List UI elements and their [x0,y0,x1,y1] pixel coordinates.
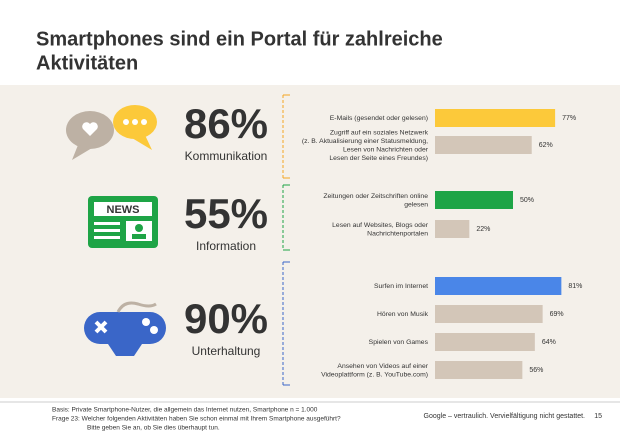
category-label: Ansehen von Videos auf einer Videoplattfo… [321,363,429,379]
big-number: 55% [184,190,268,237]
value-label: 62% [539,142,553,149]
category-label: Lesen auf Websites, Blogs oder Nachrichte… [332,222,429,238]
footnote: Bitte geben Sie an, ob Sie dies überhaup… [87,425,220,432]
footnote: Frage 23: Welcher folgenden Aktivitäten … [52,416,341,423]
group-label: Kommunikation [185,149,268,163]
bar [435,220,470,238]
value-label: 50% [520,197,534,204]
category-label: E-Mails (gesendet oder gelesen) [330,115,428,122]
footnote: Basis: Private Smartphone-Nutzer, die al… [52,407,318,414]
category-label: Surfen im Internet [374,283,428,290]
group-label: Information [196,239,256,253]
svg-text:NEWS: NEWS [107,204,140,216]
value-label: 69% [550,311,564,318]
bar [435,305,543,323]
category-label: Zugriff auf ein soziales Netzwerk (z. B. … [302,129,429,162]
value-label: 22% [476,226,490,233]
title: Smartphones sind ein Portal für zahlreic… [36,28,443,50]
value-label: 81% [568,283,582,290]
big-number: 86% [184,100,268,147]
footer-text: Google – vertraulich. Vervielfältigung n… [424,413,586,420]
bar [435,277,562,295]
bar [435,361,523,379]
title: Aktivitäten [36,52,138,74]
chat-icon [66,105,157,160]
value-label: 64% [542,339,556,346]
category-label: Hören von Musik [377,311,429,318]
bar [435,333,535,351]
category-label: Zeitungen oder Zeitschriften online geles… [323,193,428,209]
bar [435,109,556,127]
news-icon: NEWS [88,196,158,248]
bar [435,136,532,154]
value-label: 56% [529,367,543,374]
group-label: Unterhaltung [192,344,261,358]
value-label: 77% [562,115,576,122]
page-number: 15 [594,413,602,420]
category-label: Spielen von Games [369,339,429,346]
bar [435,191,513,209]
big-number: 90% [184,295,268,342]
gamepad-icon [84,301,166,356]
